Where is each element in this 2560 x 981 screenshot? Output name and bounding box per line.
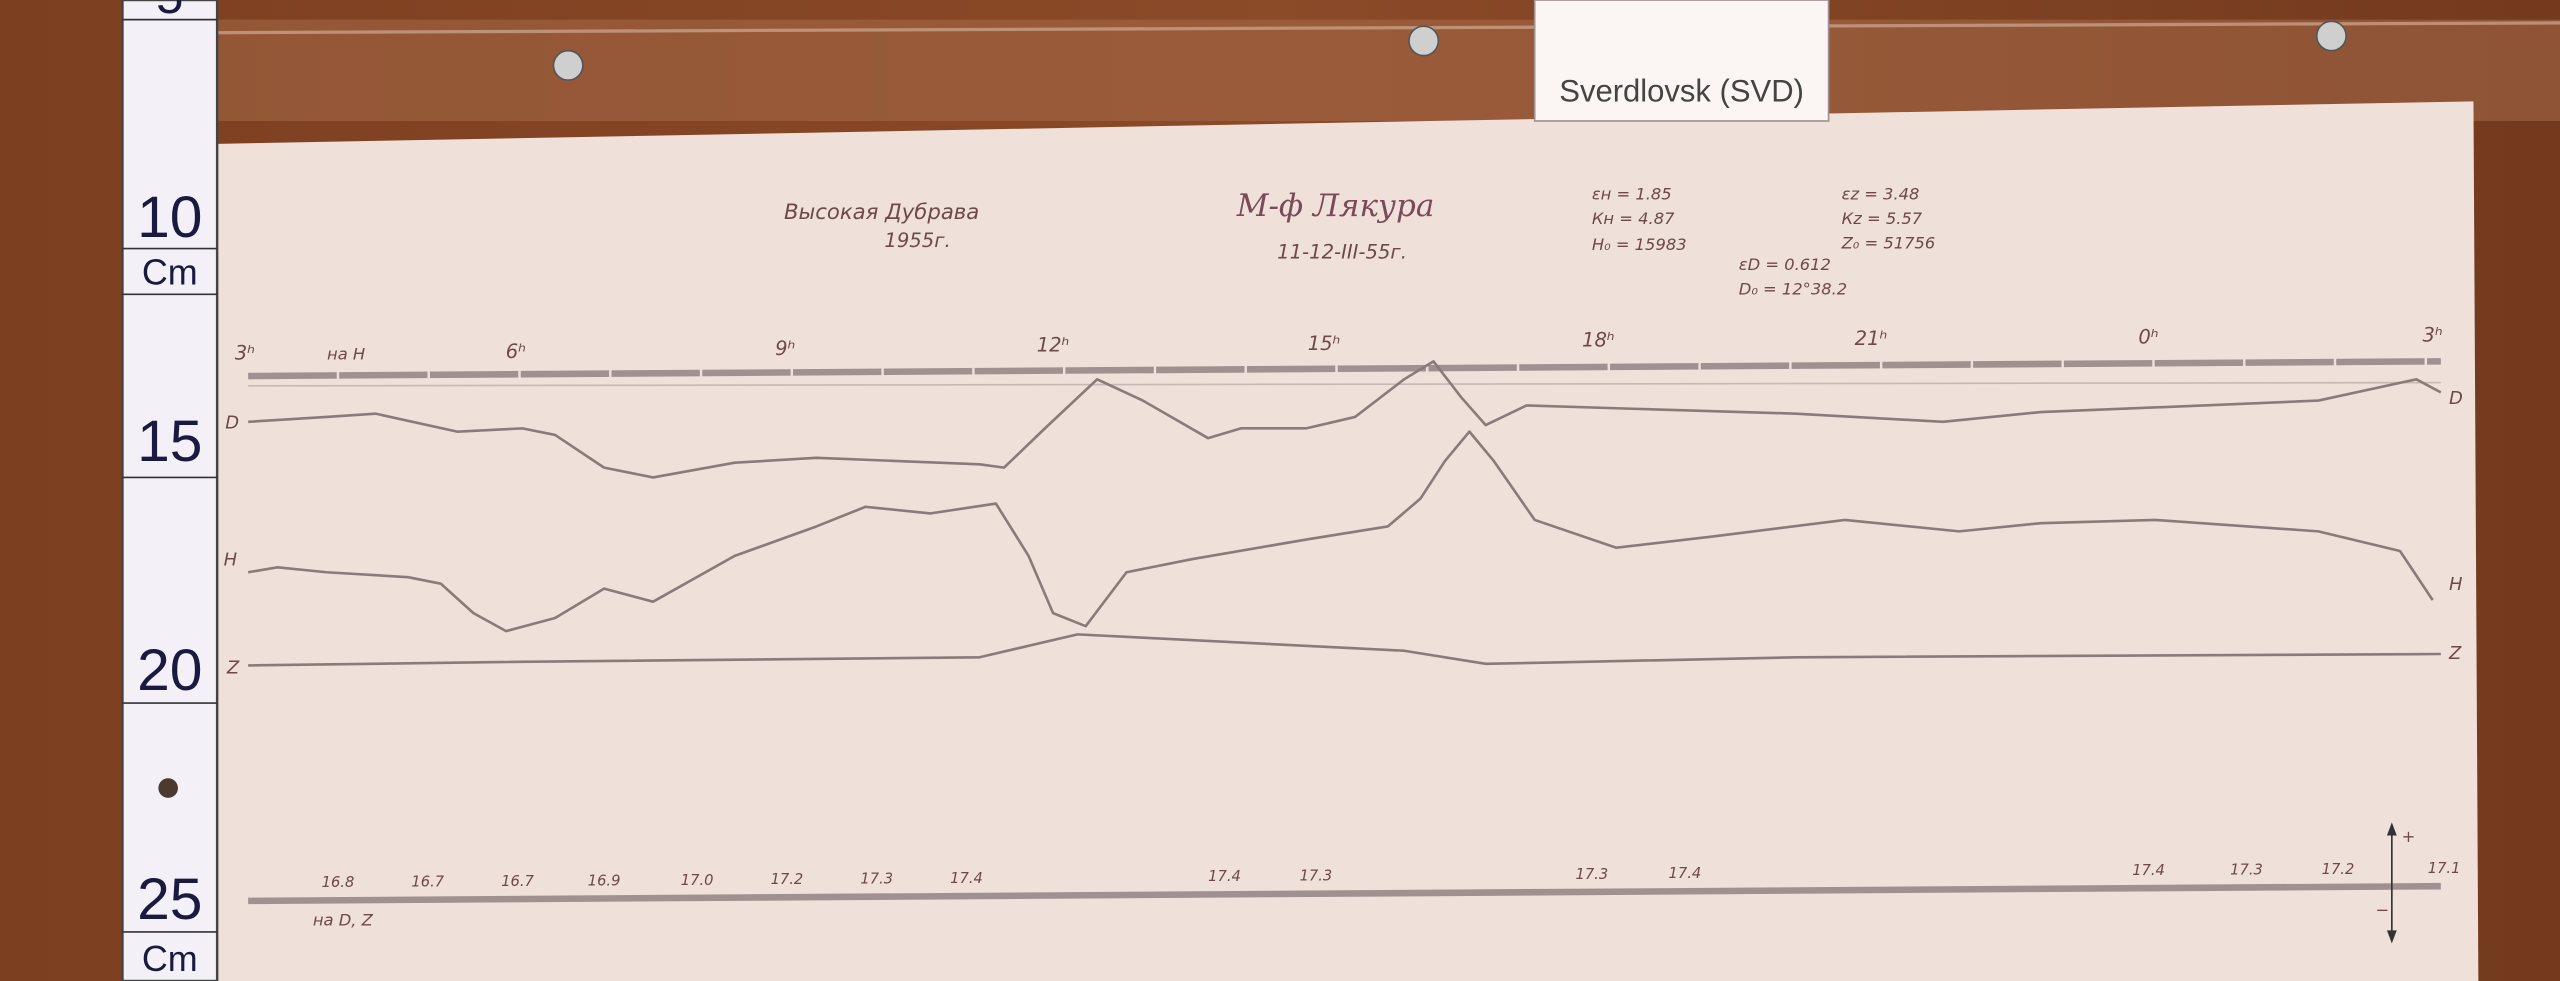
header: Высокая Дубрава 1955г. М-ф Лякура 11-12-… (784, 184, 1935, 298)
station-label: Sverdlovsk (SVD) (1533, 0, 1830, 122)
ruler: 5 10 Cm 15 20 25 Cm (121, 0, 219, 981)
trace-h (247, 430, 2434, 633)
temperature-label: 17.4 (2132, 862, 2165, 879)
constant: εz = 3.48 (1842, 184, 1920, 203)
hour-label: 6ʰ (506, 340, 526, 363)
screw-icon (2315, 20, 2347, 52)
baseline-label: на D, Z (313, 910, 374, 929)
temperature-label: 17.2 (2322, 861, 2355, 878)
hour-label: 12ʰ (1037, 334, 1070, 357)
trace-d (248, 360, 2442, 479)
temperature-label: 17.3 (2230, 861, 2263, 878)
instrument: М-ф Лякура (1236, 188, 1435, 224)
trace-label-d: D (225, 412, 239, 433)
hour-label: 21ʰ (1855, 327, 1888, 350)
screw-icon (552, 49, 584, 81)
constant: Кz = 5.57 (1842, 209, 1923, 228)
constant: εн = 1.85 (1592, 184, 1672, 203)
ruler-mark: 20 (137, 638, 202, 703)
trace-label-z: Z (2448, 643, 2462, 664)
temperature-label: 17.4 (1669, 865, 1702, 882)
ruler-mark: 15 (137, 409, 202, 474)
hour-label: 9ʰ (775, 337, 795, 360)
hour-label: 18ʰ (1582, 329, 1615, 352)
temperature-label: 17.4 (950, 870, 983, 887)
temperature-label: 17.2 (771, 871, 804, 888)
hour-label: 15ʰ (1308, 332, 1341, 355)
constant: D₀ = 12°38.2 (1739, 279, 1847, 298)
temperature-label: 17.0 (681, 872, 714, 889)
trace-labels: D H Z D H Z (224, 388, 2463, 679)
temperature-label: 16.8 (322, 874, 355, 891)
ruler-mark: 5 (156, 0, 183, 24)
ruler-mark: 10 (137, 185, 202, 250)
screw-icon (1408, 25, 1440, 57)
constant: εD = 0.612 (1739, 255, 1831, 274)
temperature-label: 17.3 (1575, 866, 1608, 883)
year: 1955г. (884, 229, 950, 252)
traces (247, 360, 2442, 667)
trace-z (248, 633, 2441, 667)
trace-label-z: Z (226, 658, 240, 679)
constant: Z₀ = 51756 (1841, 234, 1936, 253)
temperature-label: 17.1 (2428, 860, 2461, 877)
ruler-unit: Cm (142, 938, 198, 979)
magnetogram-paper (217, 101, 2479, 981)
station-label-text: Sverdlovsk (SVD) (1559, 73, 1804, 108)
ruler-unit: Cm (142, 251, 198, 292)
temperature-label: 16.7 (501, 873, 534, 890)
hour-label: 3ʰ (2423, 324, 2443, 347)
trace-label-h: H (224, 550, 238, 571)
temperature-label: 17.4 (1208, 868, 1241, 885)
temperature-axis: 16.8 16.7 16.7 16.9 17.0 17.2 17.3 17.4 17.4 17.3… (248, 822, 2461, 944)
temperature-label: 16.7 (411, 874, 444, 891)
trace-label-d: D (2449, 388, 2463, 409)
temperature-label: 16.9 (588, 872, 621, 889)
temperature-label: 17.3 (860, 871, 893, 888)
time-axis: 3ʰ на Н 6ʰ 9ʰ 12ʰ 15ʰ 18ʰ 21ʰ 0ʰ 3ʰ (235, 324, 2443, 387)
place-name: Высокая Дубрава (784, 200, 979, 225)
hour-label: 3ʰ (235, 342, 255, 365)
minus-sign: − (2376, 901, 2390, 920)
temperature-label: 17.3 (1300, 868, 1333, 885)
hour-label: 0ʰ (2138, 325, 2158, 348)
screws (552, 20, 2347, 81)
ruler-mark: 25 (137, 867, 202, 932)
constant: Кн = 4.87 (1592, 209, 1675, 228)
trace-label-h: H (2449, 574, 2463, 595)
constant: Н₀ = 15983 (1592, 235, 1687, 254)
baseline-label: на Н (327, 345, 365, 364)
date: 11-12-III-55г. (1277, 240, 1407, 263)
plus-sign: + (2402, 827, 2416, 846)
plexiglass-strip (217, 19, 2560, 121)
